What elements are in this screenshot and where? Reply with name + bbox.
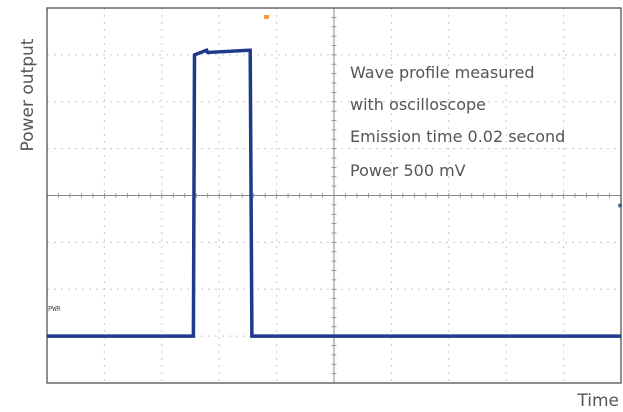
trace-layer bbox=[47, 47, 621, 338]
annotation-line-1: Wave profile measured bbox=[350, 63, 535, 82]
annotation-line-3: Emission time 0.02 second bbox=[350, 127, 565, 146]
trigger-marker bbox=[264, 15, 269, 19]
annotation-line-4: Power 500 mV bbox=[350, 161, 466, 180]
y-axis-title: Power output bbox=[18, 38, 38, 151]
baseline-marker-label: PWR bbox=[48, 305, 61, 313]
plot-frame bbox=[46, 7, 622, 384]
signal-trace-edge bbox=[47, 49, 621, 337]
x-axis-title: Time bbox=[576, 391, 619, 411]
annotation-line-2: with oscilloscope bbox=[350, 95, 486, 114]
grid-layer bbox=[47, 8, 622, 383]
